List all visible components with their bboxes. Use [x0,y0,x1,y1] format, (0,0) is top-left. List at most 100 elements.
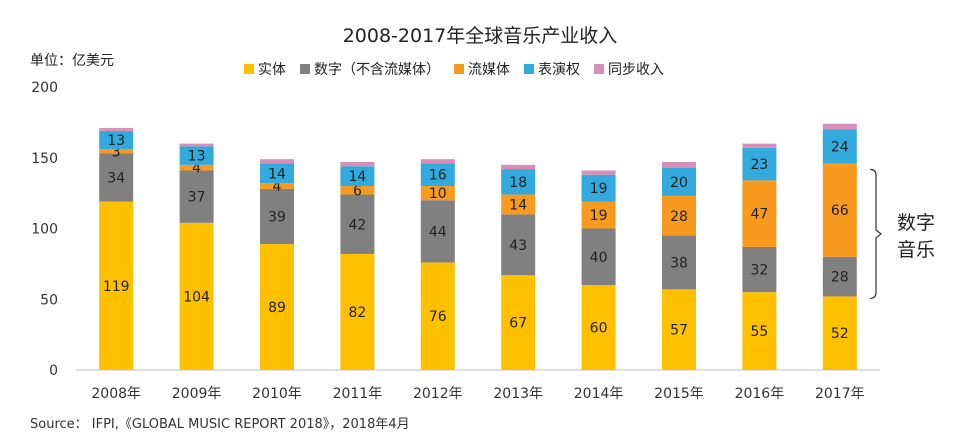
data-label: 6 [353,183,362,199]
data-label: 38 [670,255,688,271]
annotation-brace [869,168,882,300]
bar-segment [581,174,616,202]
bar-segment [742,147,777,181]
bar-segment [501,194,536,215]
data-label: 55 [750,324,768,340]
data-label: 66 [831,203,849,219]
y-tick-label: 0 [49,363,58,379]
x-tick-label: 2012年 [413,386,463,402]
data-label: 4 [273,179,282,195]
bar-segment [822,296,857,370]
bar-segment [662,195,696,236]
data-label: 14 [268,166,286,182]
bar-segment [662,161,696,168]
legend-swatch [594,64,604,74]
x-tick-label: 2009年 [172,386,222,402]
bar-segment [99,128,134,131]
data-label: 13 [107,133,125,149]
bar-segment [662,289,696,370]
bar-segment [340,166,375,187]
bar-group: 104 37 413 [179,143,214,370]
x-tick-label: 2014年 [574,386,624,402]
data-label: 19 [590,208,608,224]
x-tick-label: 2015年 [654,386,704,402]
bar-segment [179,222,214,370]
data-label: 13 [188,149,206,165]
bar-segment [501,214,536,276]
source-note: Source： IFPI,《GLOBAL MUSIC REPORT 2018》，… [30,417,410,432]
data-label: 10 [429,186,447,202]
unit-label: 单位：亿美元 [30,53,114,69]
data-label: 20 [670,175,688,191]
data-label: 42 [348,217,366,233]
bar-segment [260,244,294,370]
bar-segment [260,159,294,164]
bar-group: 89 39 414 [260,159,294,370]
x-tick-label: 2016年 [735,386,785,402]
data-label: 119 [103,279,130,295]
legend-label: 实体 [258,62,286,78]
bar-segment [420,200,455,263]
bar-segment [179,164,214,171]
bar-group: 82 42 614 [340,161,375,370]
bar-segment [99,201,134,370]
data-label: 14 [348,169,366,185]
bar-segment [340,186,375,195]
bar-segment [501,164,536,170]
bar-segment [260,188,294,245]
bar-segment [581,170,616,175]
data-label: 89 [268,300,286,316]
bar-segment [822,163,857,257]
bar-segment [501,169,536,195]
bar-segment [260,163,294,184]
data-label: 28 [831,270,849,286]
data-label: 60 [590,321,608,337]
bar-group: 119 34 313 [99,128,134,370]
x-axis: 2008年 2009年 2010年 2011年 2012年 2013年 2014年 2015年… [76,369,880,402]
data-label: 16 [429,168,447,184]
data-label: 19 [590,181,608,197]
bar-segment [340,161,375,167]
bar-segment [662,235,696,290]
legend-label: 表演权 [538,62,580,78]
data-label: 24 [831,139,849,155]
data-label: 4 [192,161,201,177]
data-label: 3 [112,144,121,160]
chart-title: 2008-2017年全球音乐产业收入 [343,25,618,47]
x-tick-label: 2011年 [333,386,383,402]
bar-segment [420,262,455,370]
data-label: 76 [429,309,447,325]
bar-segment [581,285,616,370]
bar-segment [420,186,455,201]
legend-label: 流媒体 [468,62,510,78]
x-tick-label: 2017年 [815,386,865,402]
bar-segment [581,228,616,286]
data-label: 44 [429,224,447,240]
x-tick-label: 2008年 [91,386,141,402]
x-tick-label: 2010年 [252,386,302,402]
digital-music-annotation: 数字 音乐 [869,168,935,300]
bar-segment [99,153,134,202]
bar-segment [179,146,214,165]
legend-swatch [244,64,254,74]
bar-segment [742,292,777,370]
bar-segment [420,159,455,164]
bar-group: 55 32 47 23 [742,143,777,370]
bar-segment [822,123,857,130]
bar-segment [822,256,857,297]
bar-segment [662,167,696,196]
bar-segment [260,183,294,189]
data-label: 14 [509,197,527,213]
bar-segment [179,143,214,147]
data-label: 47 [750,207,768,223]
bar-segment [822,129,857,164]
data-label: 34 [107,171,125,187]
data-label: 82 [348,305,366,321]
data-label: 104 [183,289,210,305]
bar-segment [501,275,536,370]
bar-segment [742,143,777,148]
data-label: 52 [831,326,849,342]
data-label: 32 [750,263,768,279]
annotation-label-line1: 数字 [897,212,935,234]
